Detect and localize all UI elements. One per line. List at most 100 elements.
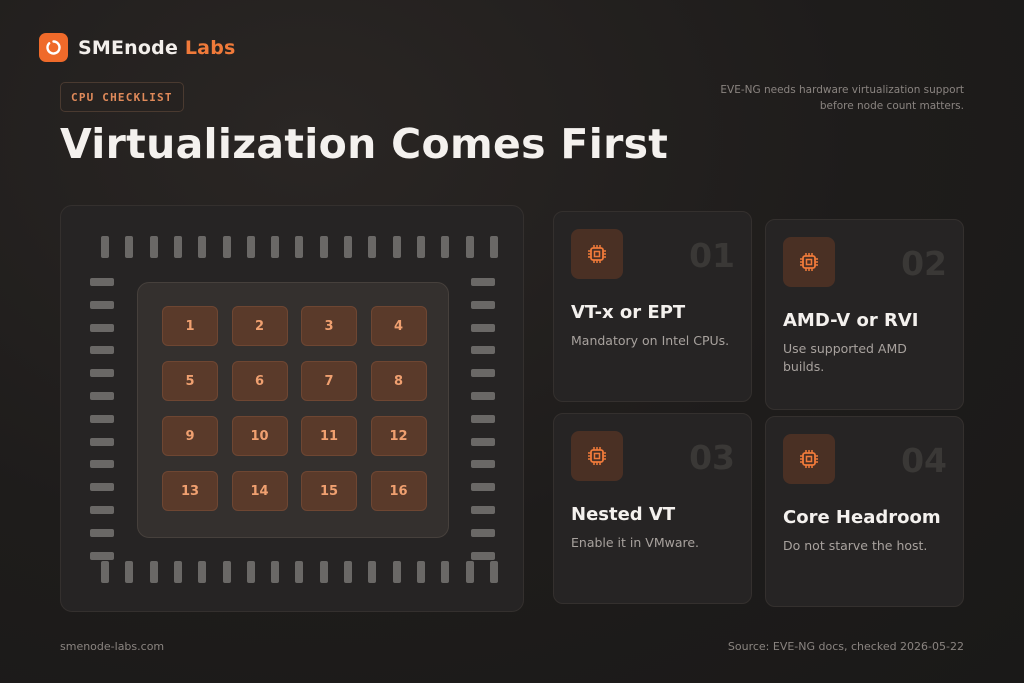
cpu-core: 12 [370, 416, 427, 456]
cpu-core: 2 [231, 306, 288, 346]
chip-pin [392, 236, 401, 258]
cpu-icon [783, 237, 835, 287]
chip-pin [90, 278, 114, 286]
chip-pin [471, 278, 495, 286]
cpu-core: 14 [231, 471, 288, 511]
chip-pin [471, 369, 495, 378]
chip-pin [125, 236, 134, 258]
card-number: 01 [689, 236, 735, 275]
page-title: Virtualization Comes First [60, 120, 669, 168]
cpu-core: 16 [370, 471, 427, 511]
chip-pin [90, 323, 114, 332]
checklist-card-2: 02 AMD-V or RVI Use supported AMD builds… [765, 219, 964, 410]
power-ring-icon [39, 33, 68, 62]
chip-pin [441, 236, 450, 258]
footer-source: Source: EVE-NG docs, checked 2026-05-22 [727, 640, 964, 653]
chip-pin [101, 561, 109, 583]
chip-pin [90, 460, 114, 469]
chip-pin [90, 369, 114, 378]
cpu-die: 1 2 3 4 5 6 7 8 9 10 11 12 13 14 15 16 [137, 282, 449, 538]
cpu-icon [783, 434, 835, 484]
chip-pin [149, 561, 158, 583]
cpu-core: 5 [162, 361, 218, 401]
chip-pin [368, 236, 377, 258]
chip-pin [125, 561, 134, 583]
cpu-icon [571, 431, 623, 481]
chip-pin [198, 236, 207, 258]
chip-pin [222, 561, 231, 583]
chip-pin [198, 561, 207, 583]
chip-pin [368, 561, 377, 583]
chip-pin [246, 236, 255, 258]
chip-pin [90, 528, 114, 537]
cpu-core: 1 [162, 306, 218, 346]
brand: SMEnode Labs [39, 33, 236, 62]
card-number: 02 [901, 244, 947, 283]
chip-pin [319, 561, 328, 583]
cpu-core: 4 [370, 306, 427, 346]
chip-pin [392, 561, 401, 583]
card-title: AMD-V or RVI [783, 310, 919, 331]
card-number: 03 [689, 438, 735, 477]
card-description: Mandatory on Intel CPUs. [571, 333, 730, 348]
brand-name-main: SMEnode [78, 36, 179, 59]
chip-pin [465, 236, 474, 258]
chip-pin [149, 236, 158, 258]
chip-pin [344, 561, 352, 583]
card-description: Use supported AMD builds. [783, 341, 907, 374]
cpu-core: 15 [301, 471, 357, 511]
category-tag: CPU CHECKLIST [60, 82, 184, 112]
cpu-core: 3 [301, 306, 357, 346]
chip-pin [90, 300, 114, 309]
chip-pin [441, 561, 450, 583]
chip-pin [471, 346, 495, 355]
chip-pin [416, 236, 425, 258]
card-title: VT-x or EPT [571, 302, 686, 323]
chip-pin [271, 561, 280, 583]
chip-pin [471, 392, 495, 400]
chip-pin [489, 561, 498, 583]
chip-pin [471, 437, 495, 446]
cpu-core: 11 [301, 416, 357, 456]
chip-pin [246, 561, 255, 583]
chip-pin [90, 437, 114, 446]
chip-pin [471, 414, 495, 423]
chip-pin [173, 236, 182, 258]
cpu-core: 13 [162, 471, 218, 511]
card-description: Do not starve the host. [783, 538, 928, 553]
brand-name-accent: Labs [184, 36, 236, 59]
chip-pin [101, 236, 109, 258]
chip-pin [416, 561, 425, 583]
chip-pin [344, 236, 352, 258]
chip-pin [471, 460, 495, 469]
chip-pin [319, 236, 328, 258]
cpu-core: 10 [231, 416, 288, 456]
chip-pin [471, 483, 495, 492]
checklist-card-3: 03 Nested VT Enable it in VMware. [553, 413, 752, 604]
card-title: Nested VT [571, 504, 676, 525]
cpu-chip-icon: 1 2 3 4 5 6 7 8 9 10 11 12 13 14 15 16 [60, 205, 524, 612]
checklist-card-1: 01 VT-x or EPT Mandatory on Intel CPUs. [553, 211, 752, 402]
card-number: 04 [901, 441, 947, 480]
chip-pin [90, 506, 114, 514]
chip-pin [489, 236, 498, 258]
checklist-card-4: 04 Core Headroom Do not starve the host. [765, 416, 964, 607]
cpu-core: 6 [231, 361, 288, 401]
chip-pin [471, 551, 495, 560]
chip-pin [271, 236, 280, 258]
chip-pin [90, 483, 114, 492]
chip-pin [90, 551, 114, 560]
card-description: Enable it in VMware. [571, 535, 700, 550]
cpu-icon [571, 229, 623, 279]
chip-pin [222, 236, 231, 258]
cpu-core: 8 [370, 361, 427, 401]
chip-pin [173, 561, 182, 583]
cpu-core: 7 [301, 361, 357, 401]
chip-pin [90, 414, 114, 423]
chip-pin [471, 323, 495, 332]
cpu-core: 9 [162, 416, 218, 456]
chip-pin [471, 300, 495, 309]
footer-website: smenode-labs.com [60, 640, 165, 653]
chip-pin [295, 236, 304, 258]
chip-pin [90, 392, 114, 400]
